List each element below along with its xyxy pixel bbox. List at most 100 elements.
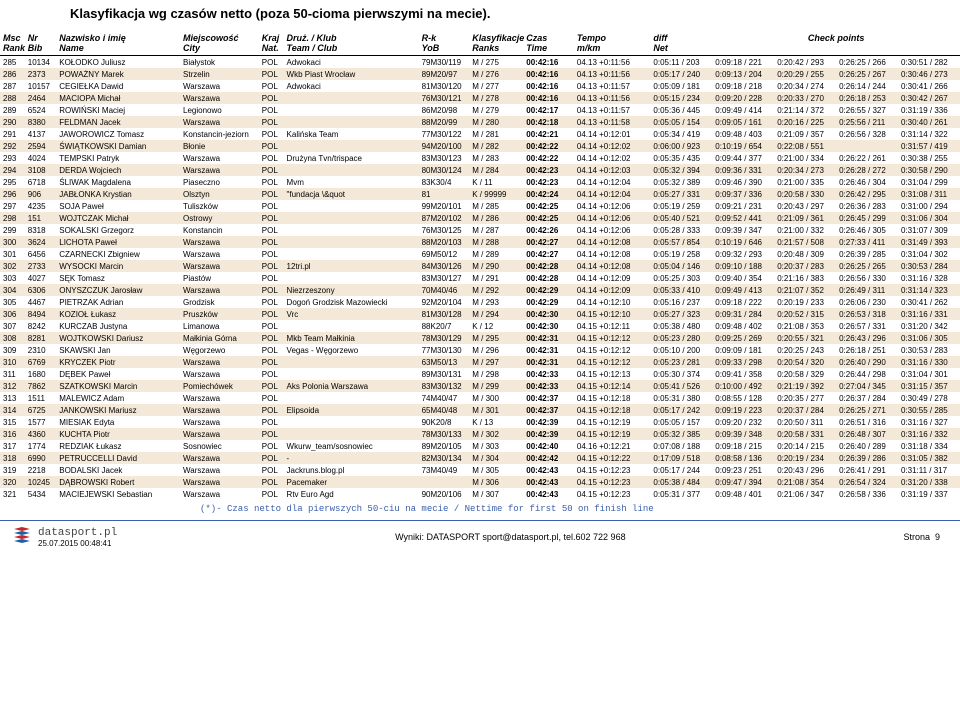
cell — [284, 212, 419, 224]
cell: 00:42:33 — [523, 380, 574, 392]
cell: 00:42:37 — [523, 404, 574, 416]
cell: 04.15 +0:12:13 — [574, 368, 651, 380]
cell: Warszawa — [180, 164, 259, 176]
cell: 0:09:23 / 251 — [712, 464, 774, 476]
cell: 65M40/48 — [419, 404, 470, 416]
cell: 0:20:16 / 225 — [774, 116, 836, 128]
cell: 04.14 +0:12:06 — [574, 212, 651, 224]
cell: 00:42:18 — [523, 116, 574, 128]
cell: ŚWIĄTKOWSKI Damian — [56, 140, 180, 152]
cell: 00:42:31 — [523, 356, 574, 368]
page-title: Klasyfikacja wg czasów netto (poza 50-ci… — [0, 0, 960, 31]
cell — [284, 320, 419, 332]
cell: 00:42:25 — [523, 200, 574, 212]
table-row: 3054467PIETRZAK AdrianGrodziskPOLDogoń G… — [0, 296, 960, 308]
cell: 0:26:56 / 330 — [836, 272, 898, 284]
cell: 0:20:37 / 284 — [774, 404, 836, 416]
cell: Warszawa — [180, 236, 259, 248]
cell: 90K20/8 — [419, 416, 470, 428]
cell: 906 — [25, 188, 57, 200]
cell: M / 279 — [469, 104, 523, 116]
table-row: 2922594ŚWIĄTKOWSKI DamianBłoniePOL94M20/… — [0, 140, 960, 152]
cell: 04.13 +0:11:56 — [574, 68, 651, 80]
cell: 289 — [0, 104, 25, 116]
table-row: 2934024TEMPSKI PatrykWarszawaPOLDrużyna … — [0, 152, 960, 164]
cell: M / 282 — [469, 140, 523, 152]
cell: WOJTKOWSKI Dariusz — [56, 332, 180, 344]
cell: 0:09:37 / 336 — [712, 188, 774, 200]
cell: POL — [259, 92, 284, 104]
cell: ROWIŃSKI Maciej — [56, 104, 180, 116]
cell — [284, 104, 419, 116]
cell: 0:31:16 / 332 — [898, 428, 960, 440]
hdr-rk: R-kYoB — [419, 31, 470, 56]
cell: 0:05:04 / 146 — [650, 260, 712, 272]
cell: 00:42:28 — [523, 260, 574, 272]
table-row: 298151WOJTCZAK MichałOstrowyPOL87M20/102… — [0, 212, 960, 224]
cell: 296 — [0, 188, 25, 200]
cell: 04.14 +0:12:04 — [574, 176, 651, 188]
table-row: 3046306ONYSZCZUK JarosławWarszawaPOLNiez… — [0, 284, 960, 296]
cell: 0:20:48 / 309 — [774, 248, 836, 260]
cell: 04.15 +0:12:14 — [574, 380, 651, 392]
cell: 0:09:36 / 331 — [712, 164, 774, 176]
cell: 0:26:58 / 336 — [836, 488, 898, 500]
cell: 84M30/126 — [419, 260, 470, 272]
cell: Pacemaker — [284, 476, 419, 488]
cell: 0:05:19 / 259 — [650, 200, 712, 212]
cell — [284, 248, 419, 260]
cell: 0:31:57 / 419 — [898, 140, 960, 152]
cell: 0:21:07 / 352 — [774, 284, 836, 296]
cell: M / 307 — [469, 488, 523, 500]
cell: 0:26:48 / 307 — [836, 428, 898, 440]
cell: 04.14 +0:12:06 — [574, 224, 651, 236]
cell: M / 288 — [469, 236, 523, 248]
cell: 0:26:40 / 289 — [836, 440, 898, 452]
cell: 0:26:25 / 271 — [836, 404, 898, 416]
cell: 00:42:31 — [523, 332, 574, 344]
cell: 00:42:42 — [523, 452, 574, 464]
hdr-nat: KrajNat. — [259, 31, 284, 56]
cell: 04.13 +0:11:56 — [574, 92, 651, 104]
cell: 0:09:05 / 161 — [712, 116, 774, 128]
cell: 0:21:16 / 383 — [774, 272, 836, 284]
table-row: 3215434MACIEJEWSKI SebastianWarszawaPOLR… — [0, 488, 960, 500]
cell: 0:09:18 / 222 — [712, 296, 774, 308]
cell — [836, 140, 898, 152]
cell: 8281 — [25, 332, 57, 344]
cell: 300 — [0, 236, 25, 248]
cell: 0:09:20 / 228 — [712, 92, 774, 104]
table-row: 3111680DĘBEK PawełWarszawaPOL89M30/131M … — [0, 368, 960, 380]
cell: M / 277 — [469, 80, 523, 92]
cell: 0:31:06 / 304 — [898, 212, 960, 224]
cell: 0:20:37 / 283 — [774, 260, 836, 272]
cell: 0:09:48 / 403 — [712, 128, 774, 140]
cell: 0:26:37 / 284 — [836, 392, 898, 404]
cell: 0:31:16 / 331 — [898, 308, 960, 320]
cell: 00:42:22 — [523, 140, 574, 152]
cell: Białystok — [180, 56, 259, 69]
cell: 2373 — [25, 68, 57, 80]
cell: 90M20/106 — [419, 488, 470, 500]
footer-date: 25.07.2015 00:48:41 — [38, 539, 117, 548]
cell: 0:09:48 / 402 — [712, 320, 774, 332]
cell: 314 — [0, 404, 25, 416]
cell: 0:20:54 / 320 — [774, 356, 836, 368]
table-row: 2998318SOKALSKI GrzegorzKonstancinPOL76M… — [0, 224, 960, 236]
cell: 0:31:14 / 322 — [898, 128, 960, 140]
cell: 0:30:53 / 284 — [898, 260, 960, 272]
cell: 0:26:51 / 316 — [836, 416, 898, 428]
cell: 8318 — [25, 224, 57, 236]
table-row: 2943108DERDA WojciechWarszawaPOL80M30/12… — [0, 164, 960, 176]
cell: 0:21:00 / 334 — [774, 152, 836, 164]
cell: POL — [259, 356, 284, 368]
cell: 78M30/129 — [419, 332, 470, 344]
cell: Pomiechówek — [180, 380, 259, 392]
cell: 0:30:41 / 266 — [898, 80, 960, 92]
cell: 00:42:40 — [523, 440, 574, 452]
cell: 89M20/105 — [419, 440, 470, 452]
cell: ONYSZCZUK Jarosław — [56, 284, 180, 296]
table-row: 2908380FELDMAN JacekWarszawaPOL88M20/99M… — [0, 116, 960, 128]
cell: 0:09:46 / 390 — [712, 176, 774, 188]
cell: 3108 — [25, 164, 57, 176]
